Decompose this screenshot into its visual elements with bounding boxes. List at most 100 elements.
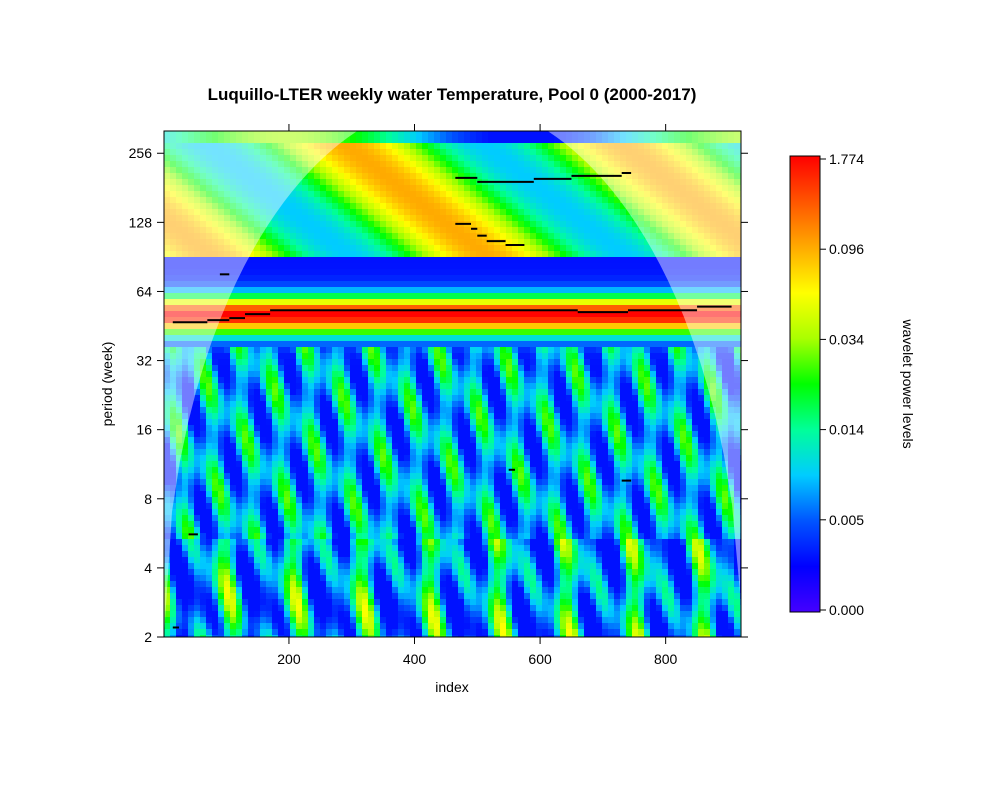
heat-cell — [554, 431, 561, 438]
heat-cell — [446, 149, 453, 156]
heat-cell — [302, 323, 309, 330]
heat-cell — [344, 335, 351, 342]
heat-cell — [302, 203, 309, 210]
heat-cell — [398, 407, 405, 414]
heat-cell — [470, 407, 477, 414]
heat-cell — [206, 149, 213, 156]
heat-cell — [278, 359, 285, 366]
heat-cell — [398, 347, 405, 354]
heat-cell — [482, 413, 489, 420]
heat-cell — [398, 287, 405, 294]
heat-cell — [560, 155, 567, 162]
heat-cell — [686, 275, 693, 282]
heat-cell — [530, 149, 537, 156]
heat-cell — [734, 371, 741, 378]
heat-cell — [260, 275, 267, 282]
heat-cell — [452, 155, 459, 162]
heat-cell — [518, 431, 525, 438]
heat-cell — [284, 395, 291, 402]
heat-cell — [422, 185, 429, 192]
heat-cell — [170, 311, 177, 318]
heat-cell — [680, 239, 687, 246]
heat-cell — [698, 221, 705, 228]
heat-cell — [224, 131, 231, 138]
heat-cell — [458, 263, 465, 270]
heat-cell — [326, 179, 333, 186]
heat-cell — [266, 359, 273, 366]
heat-cell — [728, 161, 735, 168]
heat-cell — [212, 383, 219, 390]
heat-cell — [188, 347, 195, 354]
heat-cell — [302, 179, 309, 186]
heat-cell — [548, 407, 555, 414]
heat-cell — [344, 191, 351, 198]
heat-cell — [170, 143, 177, 150]
heat-cell — [584, 143, 591, 150]
heat-cell — [536, 203, 543, 210]
heat-cell — [416, 419, 423, 426]
heat-cell — [674, 377, 681, 384]
heat-cell — [452, 347, 459, 354]
heat-cell — [398, 149, 405, 156]
heat-cell — [464, 233, 471, 240]
heat-cell — [548, 401, 555, 408]
heat-cell — [494, 287, 501, 294]
heat-cell — [386, 401, 393, 408]
heat-cell — [236, 413, 243, 420]
heat-cell — [422, 287, 429, 294]
heat-cell — [476, 257, 483, 264]
heat-cell — [548, 245, 555, 252]
heat-cell — [572, 371, 579, 378]
heat-cell — [272, 323, 279, 330]
heat-cell — [284, 221, 291, 228]
heat-cell — [626, 293, 633, 300]
heat-cell — [344, 155, 351, 162]
heat-cell — [284, 185, 291, 192]
heat-cell — [302, 143, 309, 150]
heat-cell — [338, 413, 345, 420]
heat-cell — [200, 131, 207, 138]
heat-cell — [314, 137, 321, 144]
heat-cell — [260, 197, 267, 204]
heat-cell — [530, 221, 537, 228]
heat-cell — [488, 191, 495, 198]
heat-cell — [638, 203, 645, 210]
heat-cell — [728, 431, 735, 438]
heat-cell — [368, 305, 375, 312]
heat-cell — [338, 293, 345, 300]
heat-cell — [254, 377, 261, 384]
heat-cell — [440, 137, 447, 144]
heat-cell — [704, 137, 711, 144]
heat-cell — [668, 263, 675, 270]
heat-cell — [470, 269, 477, 276]
heat-cell — [416, 215, 423, 222]
heat-cell — [218, 323, 225, 330]
heat-cell — [536, 245, 543, 252]
heat-cell — [596, 245, 603, 252]
heat-cell — [386, 239, 393, 246]
heat-cell — [440, 377, 447, 384]
heat-cell — [458, 329, 465, 336]
heat-cell — [278, 197, 285, 204]
heat-cell — [290, 311, 297, 318]
heat-cell — [452, 389, 459, 396]
heat-cell — [716, 419, 723, 426]
heat-cell — [728, 227, 735, 234]
heat-cell — [236, 431, 243, 438]
heat-cell — [206, 191, 213, 198]
heat-cell — [674, 215, 681, 222]
heat-cell — [290, 203, 297, 210]
heat-cell — [344, 161, 351, 168]
heat-cell — [458, 425, 465, 432]
heat-cell — [428, 389, 435, 396]
heat-cell — [224, 293, 231, 300]
heat-cell — [170, 299, 177, 306]
heat-cell — [200, 311, 207, 318]
heat-cell — [248, 389, 255, 396]
heat-cell — [734, 425, 741, 432]
heat-cell — [518, 173, 525, 180]
heat-cell — [332, 269, 339, 276]
heat-cell — [434, 185, 441, 192]
heat-cell — [188, 359, 195, 366]
heat-cell — [224, 371, 231, 378]
